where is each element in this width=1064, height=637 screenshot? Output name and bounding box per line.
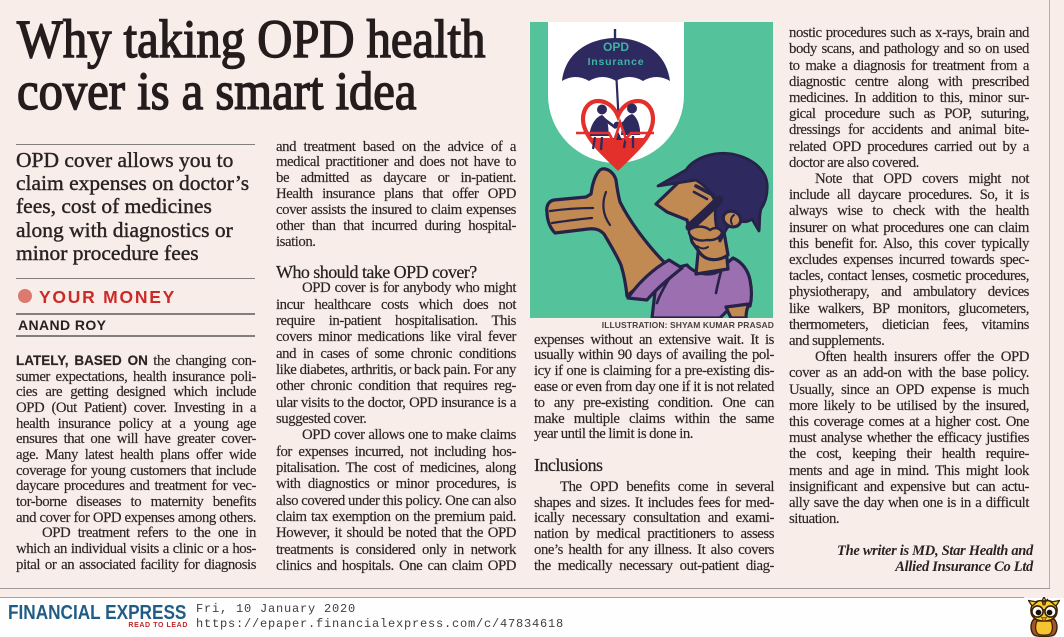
svg-text:Insurance: Insurance: [588, 56, 645, 68]
svg-text:OPD: OPD: [603, 40, 629, 54]
